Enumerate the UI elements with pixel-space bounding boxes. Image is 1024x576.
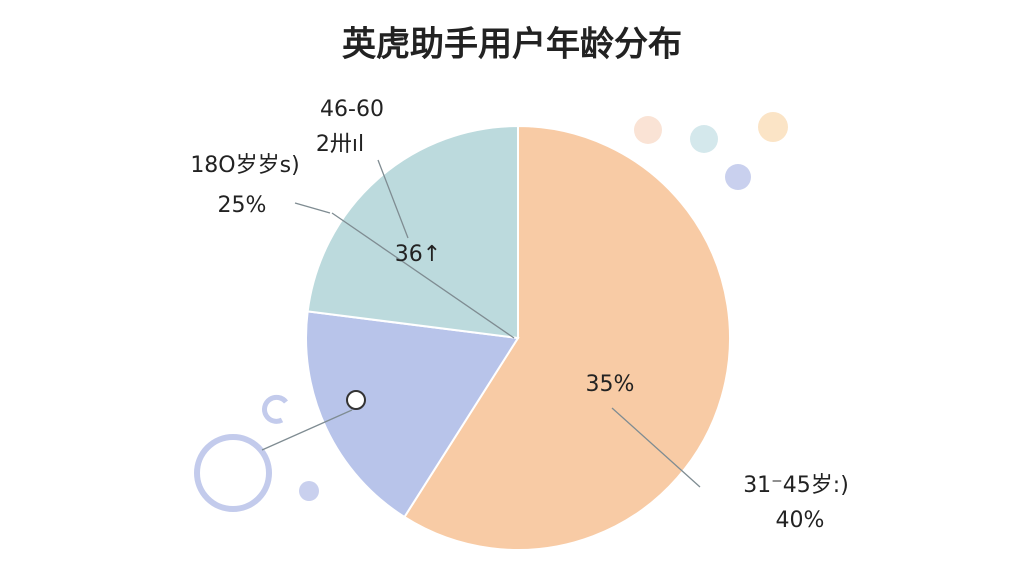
annotation: 31⁻45岁:) — [743, 473, 849, 498]
decor-dot — [725, 164, 751, 190]
annotation: 35% — [586, 372, 635, 397]
annotation: 2卅ıl — [316, 132, 364, 157]
pie-slice — [306, 124, 519, 340]
pie-slice — [305, 310, 520, 519]
decor-dot — [299, 481, 319, 501]
decor-dot — [634, 116, 662, 144]
decor-dot — [690, 125, 718, 153]
annotation: 36↑ — [395, 242, 441, 267]
leader-line — [294, 202, 331, 214]
marker — [346, 390, 366, 410]
leader-line — [377, 159, 409, 239]
leader-line — [611, 407, 701, 488]
chart-title: 英虎助手用户年龄分布 — [342, 25, 682, 65]
decor-dot — [758, 112, 788, 142]
annotation: 18O岁岁s) — [190, 153, 299, 178]
decor-ring — [194, 434, 272, 512]
leader-line — [261, 409, 353, 451]
leader-line — [331, 212, 515, 339]
decor-arc — [262, 394, 288, 424]
annotation: 25% — [218, 193, 267, 218]
annotation: 40% — [776, 508, 825, 533]
annotation: 46-60 — [320, 97, 384, 122]
pie — [305, 124, 731, 551]
pie-slice — [403, 124, 731, 551]
